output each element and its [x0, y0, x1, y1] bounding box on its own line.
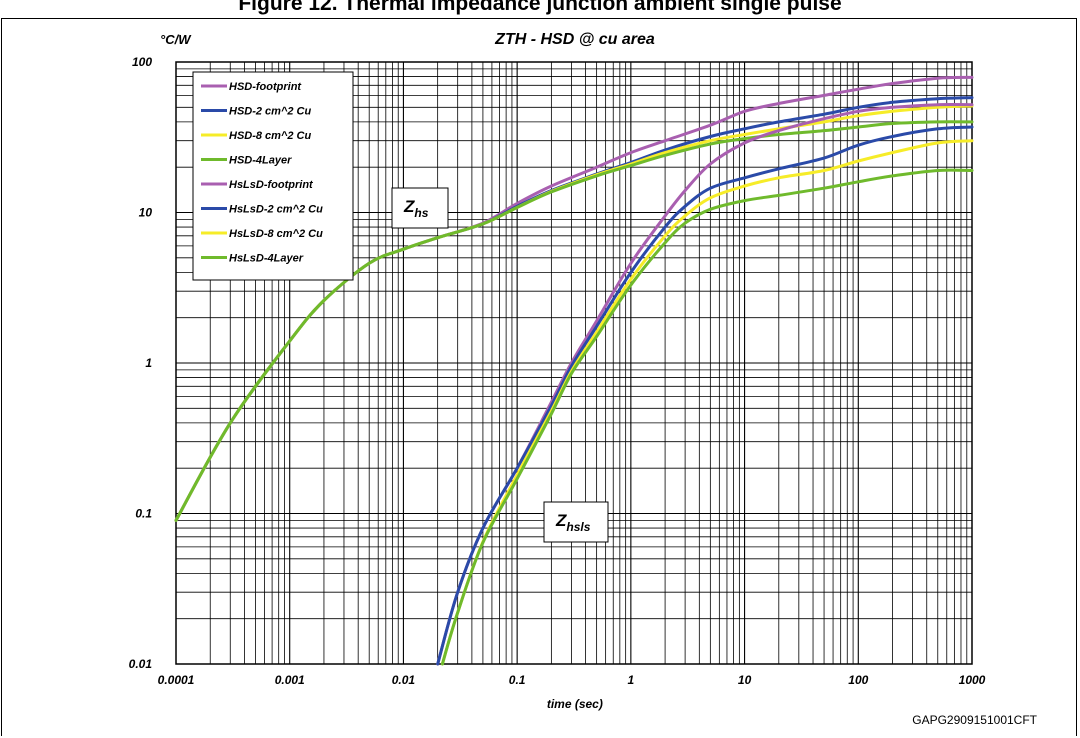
legend-entry: HSD-footprint [229, 81, 302, 93]
x-tick-label: 1000 [959, 673, 986, 687]
y-axis-unit: °C/W [160, 32, 192, 47]
x-tick-label: 1 [628, 673, 635, 687]
figure-frame [1, 18, 1077, 736]
legend-entry: HSD-4Layer [229, 155, 292, 167]
plot-border [175, 61, 973, 665]
figure-caption: Figure 12. Thermal impedance junction am… [238, 0, 842, 15]
y-tick-label: 0.01 [129, 657, 153, 671]
y-tick-label: 10 [139, 206, 153, 220]
x-tick-label: 100 [848, 673, 868, 687]
series-line-4 [174, 120, 974, 522]
x-tick-label: 0.001 [275, 673, 305, 687]
legend-entry: HsLsD-footprint [229, 179, 314, 191]
figure-caption-clip: Figure 12. Thermal impedance junction am… [0, 0, 1080, 18]
series-line-8 [440, 168, 974, 666]
y-tick-label: 100 [132, 55, 152, 69]
x-axis-label: time (sec) [547, 697, 603, 711]
legend-box [192, 71, 354, 281]
chart-title: ZTH - HSD @ cu area [494, 31, 655, 48]
legend-entry: HsLsD-4Layer [229, 253, 304, 265]
legend-entry: HsLsD-2 cm^2 Cu [229, 204, 323, 216]
y-tick-label: 0.1 [135, 507, 152, 521]
y-tick-label: 1 [145, 356, 152, 370]
series-line-7 [440, 139, 974, 666]
series-line-6 [436, 125, 974, 666]
legend: HSD-footprint HSD-2 cm^2 Cu HSD-8 cm^2 Cu H… [192, 71, 354, 281]
legend-entry: HsLsD-8 cm^2 Cu [229, 228, 323, 240]
x-tick-label: 0.1 [509, 673, 526, 687]
x-tick-label: 10 [738, 673, 752, 687]
x-tick-label: 0.0001 [158, 673, 195, 687]
annotation-box [543, 501, 609, 543]
figure-code: GAPG2909151001CFT [912, 713, 1037, 727]
annotation-box [391, 187, 449, 229]
legend-entry: HSD-8 cm^2 Cu [229, 130, 312, 142]
x-tick-label: 0.01 [392, 673, 416, 687]
legend-entry: HSD-2 cm^2 Cu [229, 106, 312, 118]
series-line-5 [436, 103, 974, 666]
tick-labels: 0.0001 0.001 0.01 0.1 1 10 100 1000 0.01 0.1 1 10 10… [129, 55, 986, 687]
series-layer [174, 75, 974, 666]
